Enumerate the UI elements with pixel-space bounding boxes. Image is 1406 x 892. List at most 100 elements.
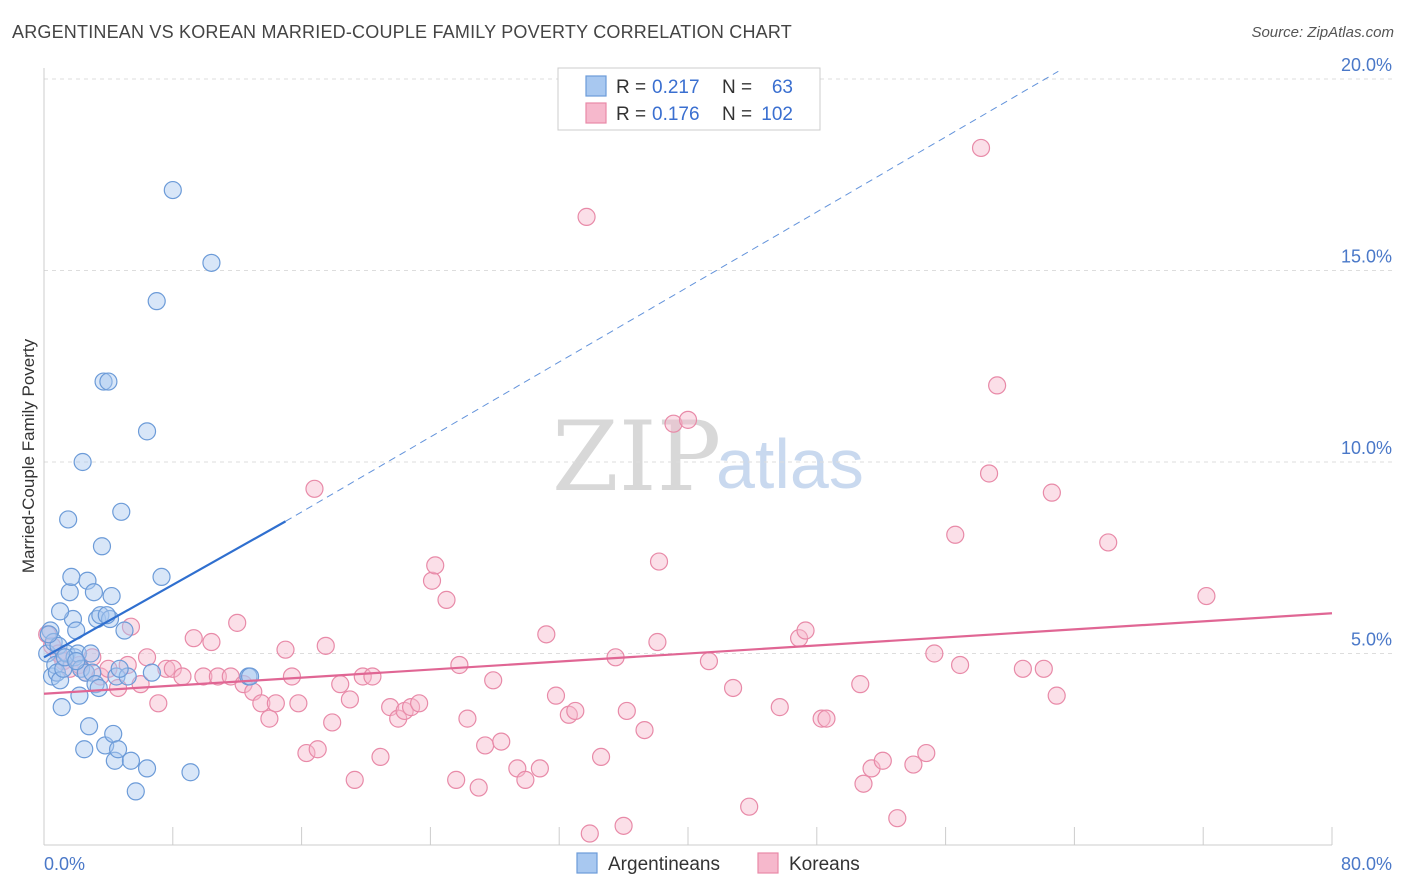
- argentinean-point-43: [121, 751, 141, 770]
- argentinean-point-29: [89, 678, 108, 698]
- korean-point-41: [353, 667, 372, 686]
- korean-point-65: [566, 701, 585, 721]
- bottom-legend-swatch-argentinean: [576, 852, 598, 874]
- argentinean-point-31: [92, 537, 112, 556]
- y-tick-label-20: 20.0%: [1341, 55, 1392, 75]
- argentinean-point-7: [50, 671, 70, 690]
- argentinean-point-52: [202, 253, 221, 272]
- korean-point-89: [888, 809, 907, 828]
- legend-n-value-korean: 102: [761, 104, 793, 125]
- watermark-atlas: atlas: [716, 425, 864, 503]
- korean-point-29: [266, 694, 285, 713]
- argentinean-point-46: [137, 759, 157, 778]
- korean-point-86: [854, 774, 873, 793]
- legend-r-label-argentinean: R =: [616, 77, 646, 98]
- korean-point-35: [308, 740, 327, 759]
- korean-point-92: [925, 644, 944, 663]
- argentinean-point-60: [50, 602, 70, 621]
- argentinean-point-49: [152, 567, 171, 587]
- korean-point-50: [426, 556, 445, 575]
- legend-n-label-argentinean: N =: [722, 77, 752, 98]
- korean-trend-line: [43, 612, 1333, 695]
- argentinean-point-20: [73, 452, 92, 472]
- argentinean-point-61: [67, 652, 86, 671]
- y-tick-label-10: 10.0%: [1341, 438, 1392, 458]
- argentinean-point-26: [84, 583, 104, 602]
- legend-swatch-argentinean: [585, 75, 607, 97]
- argentinean-point-13: [62, 567, 81, 587]
- argentinean-point-21: [75, 740, 94, 759]
- y-tick-label-15: 15.0%: [1341, 247, 1392, 267]
- korean-point-17: [163, 659, 182, 678]
- korean-point-40: [345, 770, 364, 789]
- bottom-legend-swatch-korean: [757, 852, 779, 874]
- korean-point-96: [979, 464, 999, 483]
- argentinean-points: [38, 180, 260, 801]
- korean-point-56: [476, 736, 495, 755]
- argentinean-point-34: [99, 372, 118, 391]
- legend-top: R = 0.217 N = 63 R = 0.176 N = 102: [557, 67, 821, 131]
- korean-point-85: [851, 675, 870, 694]
- legend-r-label-korean: R =: [616, 104, 646, 125]
- bottom-legend-label-argentinean: Argentineans: [608, 854, 720, 875]
- legend-n-value-argentinean: 63: [772, 77, 793, 98]
- korean-point-61: [530, 759, 549, 778]
- korean-point-42: [363, 667, 382, 686]
- korean-point-60: [516, 770, 535, 789]
- argentinean-point-38: [105, 751, 124, 770]
- korean-point-58: [492, 732, 511, 751]
- korean-point-28: [260, 709, 279, 728]
- argentinean-point-18: [70, 686, 89, 705]
- korean-point-95: [971, 138, 991, 158]
- legend-n-label-korean: N =: [722, 104, 752, 125]
- argentinean-point-25: [83, 663, 102, 682]
- korean-point-22: [208, 667, 227, 686]
- legend-r-value-korean: 0.176: [652, 104, 700, 125]
- argentinean-point-58: [55, 648, 75, 667]
- korean-point-57: [484, 671, 503, 690]
- argentinean-point-57: [81, 644, 100, 663]
- argentinean-trend-line: [43, 520, 287, 659]
- argentinean-point-8: [52, 698, 71, 717]
- x-axis-ticks: [172, 827, 1333, 845]
- argentinean-point-37: [104, 724, 123, 744]
- trend-lines: [43, 70, 1333, 695]
- korean-point-80: [770, 698, 789, 717]
- korean-point-103: [1197, 586, 1216, 606]
- korean-point-78: [723, 678, 743, 698]
- korean-point-74: [649, 552, 669, 571]
- korean-point-68: [591, 747, 611, 767]
- argentinean-point-41: [112, 502, 131, 521]
- korean-point-33: [297, 743, 316, 763]
- korean-point-62: [537, 625, 556, 644]
- korean-point-14: [137, 648, 157, 667]
- korean-point-98: [1013, 659, 1032, 678]
- korean-point-63: [546, 686, 566, 705]
- korean-point-102: [1099, 533, 1118, 552]
- korean-point-79: [740, 797, 759, 816]
- y-axis-title: Married-Couple Family Poverty: [19, 338, 38, 573]
- gridlines: [44, 78, 1395, 654]
- korean-point-91: [917, 743, 936, 763]
- y-tick-label-5: 5.0%: [1351, 630, 1392, 650]
- korean-point-94: [950, 655, 970, 675]
- korean-point-21: [202, 632, 221, 652]
- korean-point-88: [873, 751, 892, 770]
- argentinean-point-36: [102, 586, 121, 606]
- korean-point-71: [617, 701, 636, 721]
- korean-point-90: [904, 755, 923, 774]
- korean-point-16: [157, 659, 176, 678]
- argentinean-point-11: [59, 510, 78, 529]
- y-tick-labels: 5.0% 10.0% 15.0% 20.0%: [1341, 55, 1392, 650]
- argentinean-point-30: [91, 606, 110, 625]
- argentinean-point-47: [142, 663, 161, 682]
- korean-point-18: [173, 667, 192, 686]
- korean-point-55: [469, 778, 488, 797]
- korean-point-67: [580, 824, 599, 843]
- korean-point-31: [282, 667, 302, 686]
- source-label: Source: ZipAtlas.com: [1251, 24, 1394, 41]
- argentinean-point-44: [126, 782, 145, 801]
- korean-point-15: [149, 694, 168, 713]
- korean-point-19: [184, 629, 203, 648]
- korean-point-48: [410, 694, 429, 713]
